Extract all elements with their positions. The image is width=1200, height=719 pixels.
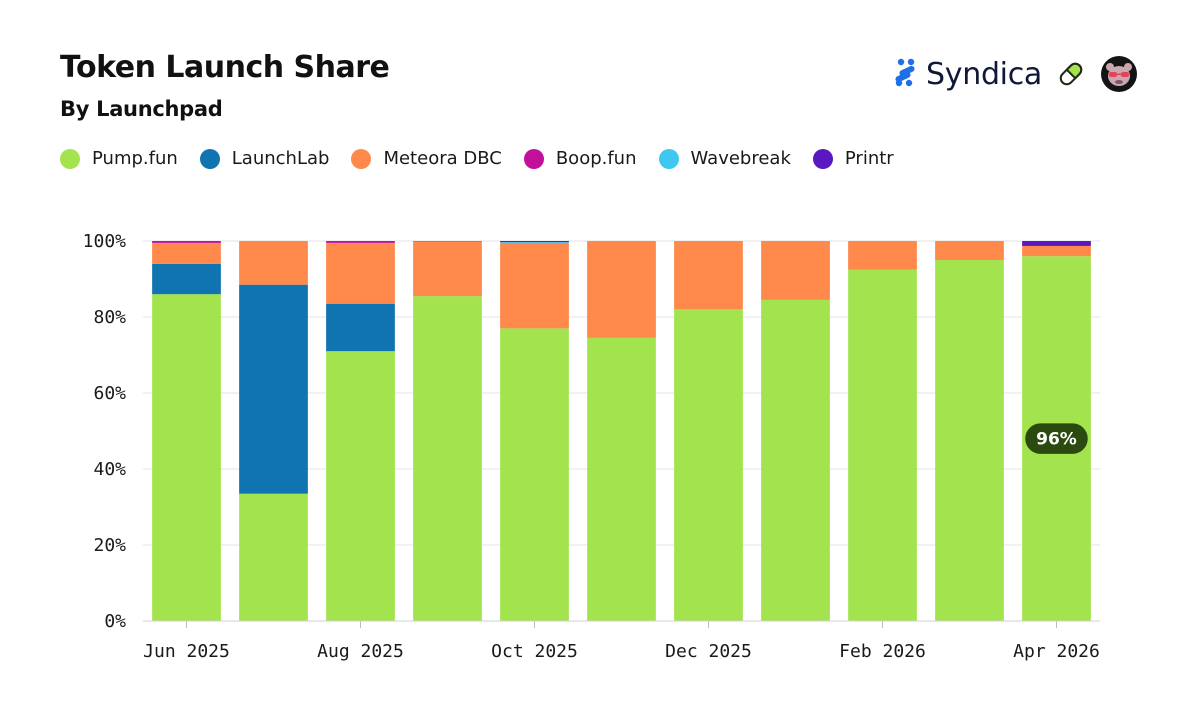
legend-label: Pump.fun xyxy=(92,148,178,169)
x-tick-label: Dec 2025 xyxy=(665,641,752,662)
bar-segment xyxy=(761,241,830,300)
bar-segment xyxy=(500,242,569,243)
bar-segment xyxy=(500,328,569,621)
bar-segment xyxy=(326,351,395,621)
bar-segment xyxy=(1022,245,1091,257)
syndica-logo-icon xyxy=(892,57,918,91)
y-tick-label: 20% xyxy=(93,535,126,556)
legend-swatch xyxy=(60,148,80,169)
bar-segment xyxy=(587,241,656,338)
value-badge-label: 96% xyxy=(1036,430,1077,450)
bar-segment xyxy=(413,241,482,297)
y-tick-label: 60% xyxy=(93,383,126,404)
bar-segment xyxy=(239,284,308,494)
legend-item-boop-fun[interactable]: Boop.fun xyxy=(523,148,637,169)
bar-segment xyxy=(152,242,221,264)
chart-title: Token Launch Share xyxy=(60,50,390,85)
bar-segment xyxy=(326,242,395,304)
legend-label: Meteora DBC xyxy=(383,148,502,169)
brand-logo: Syndica xyxy=(892,57,1042,92)
bar-segment xyxy=(500,242,569,329)
bar-segment xyxy=(935,260,1004,621)
y-tick-label: 0% xyxy=(104,611,126,632)
bar-segment xyxy=(413,296,482,621)
legend-swatch xyxy=(812,148,833,169)
legend-swatch xyxy=(523,148,544,169)
bar-segment xyxy=(152,294,221,621)
bar-segment xyxy=(1022,241,1091,246)
bar-segment xyxy=(587,337,656,621)
bar-segment xyxy=(848,241,917,270)
bar-segment xyxy=(674,241,743,310)
pill-icon xyxy=(1056,59,1086,89)
legend-swatch xyxy=(658,148,679,169)
legend-label: LaunchLab xyxy=(231,148,330,169)
x-tick-label: Feb 2026 xyxy=(839,641,926,662)
legend-item-printr[interactable]: Printr xyxy=(812,148,894,169)
bar-segment xyxy=(935,241,1004,260)
legend-item-launchlab[interactable]: LaunchLab xyxy=(199,148,330,169)
y-tick-label: 40% xyxy=(93,459,126,480)
bar-segment xyxy=(239,241,308,285)
legend-swatch xyxy=(351,148,372,169)
brand-area: Syndica xyxy=(892,55,1138,93)
y-tick-label: 80% xyxy=(93,307,126,328)
legend-label: Wavebreak xyxy=(690,148,791,169)
value-badge xyxy=(1023,421,1090,456)
bar-segment xyxy=(848,269,917,621)
chart-legend: Pump.fun LaunchLab Meteora DBC Boop.fun … xyxy=(60,148,894,169)
bar-segment xyxy=(152,263,221,295)
y-tick-label: 100% xyxy=(83,231,127,252)
bar-segment xyxy=(326,241,395,243)
bar-segment xyxy=(761,299,830,621)
bar-segment xyxy=(152,241,221,243)
bar-segment xyxy=(500,241,569,243)
chart-subtitle: By Launchpad xyxy=(60,97,223,121)
x-tick-label: Aug 2025 xyxy=(317,641,404,662)
avatar-icon xyxy=(1100,55,1138,93)
legend-label: Boop.fun xyxy=(555,148,637,169)
legend-item-meteora-dbc[interactable]: Meteora DBC xyxy=(351,148,502,169)
bar-segment xyxy=(239,493,308,621)
legend-swatch xyxy=(199,148,220,169)
bar-segment xyxy=(326,303,395,352)
legend-item-wavebreak[interactable]: Wavebreak xyxy=(658,148,791,169)
legend-label: Printr xyxy=(844,148,894,169)
bar-segment xyxy=(674,309,743,621)
legend-item-pump-fun[interactable]: Pump.fun xyxy=(60,148,178,169)
x-tick-label: Oct 2025 xyxy=(491,641,578,662)
brand-name: Syndica xyxy=(926,56,1042,92)
x-tick-label: Apr 2026 xyxy=(1013,641,1100,662)
x-tick-label: Jun 2025 xyxy=(143,641,230,662)
